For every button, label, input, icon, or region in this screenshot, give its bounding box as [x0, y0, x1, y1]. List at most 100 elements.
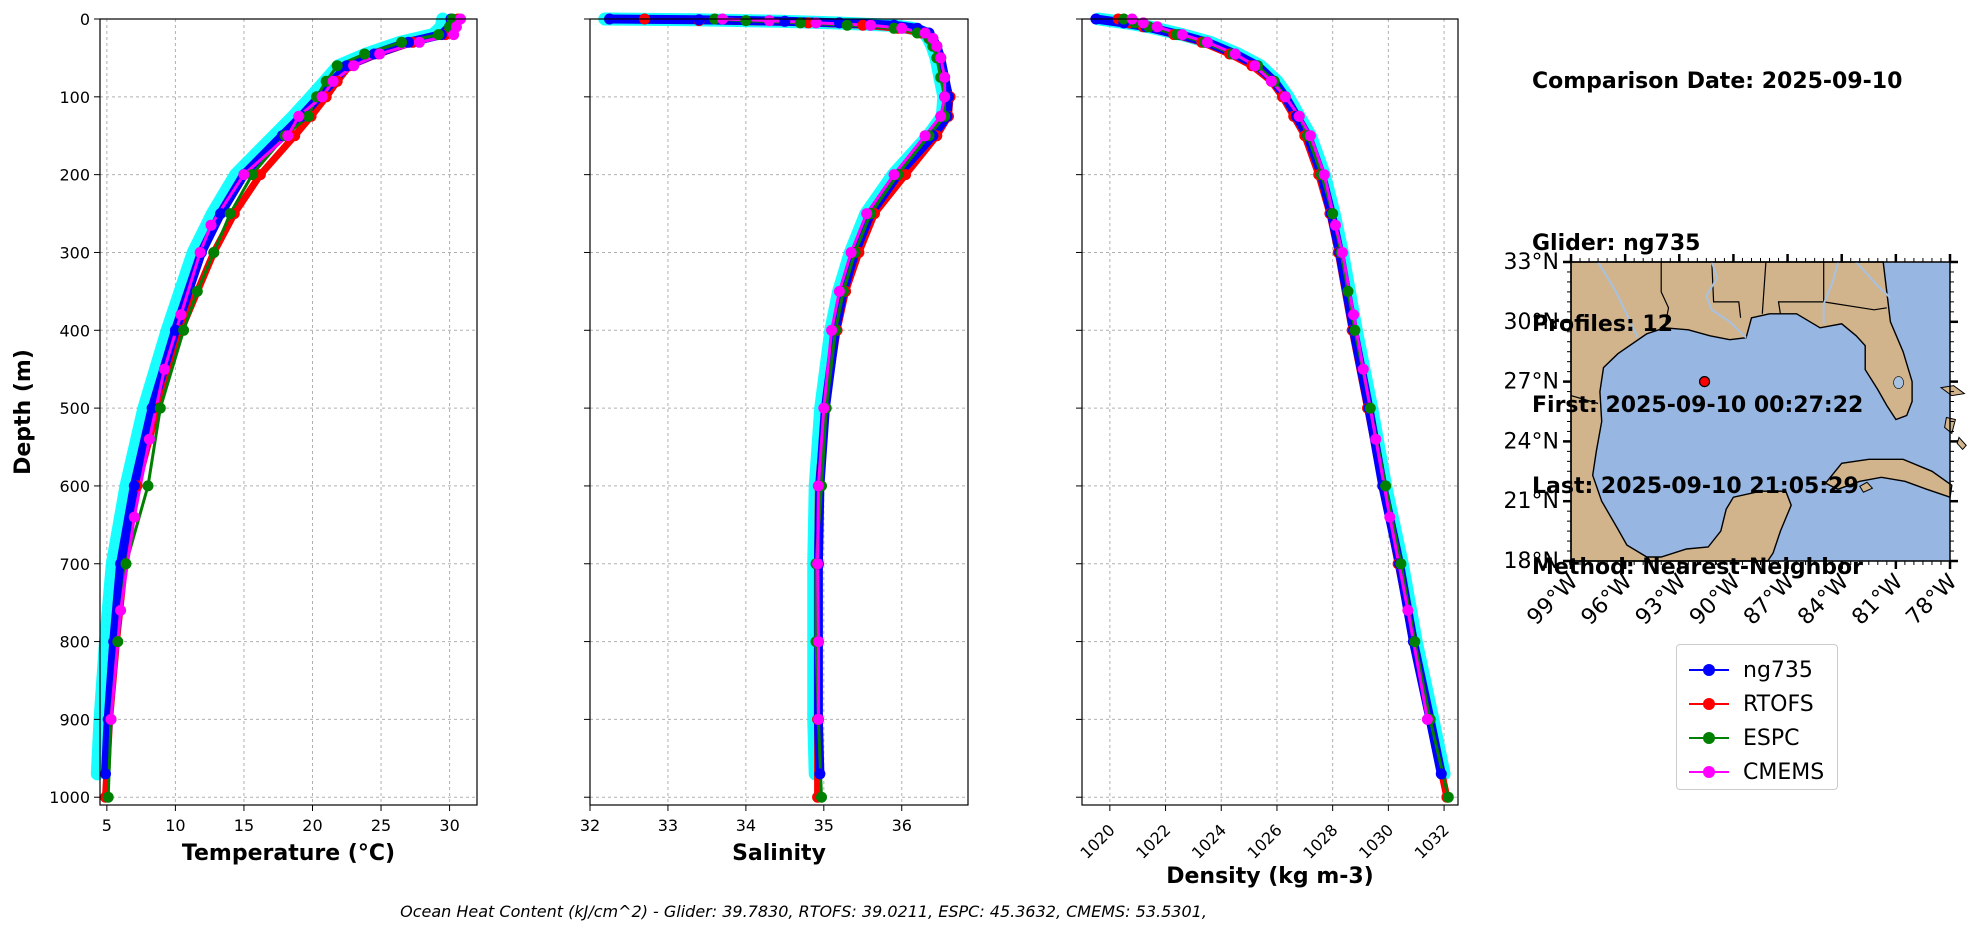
info-line-profiles: Profiles: 12 [1532, 312, 1674, 337]
data-point-espc [102, 791, 114, 803]
map-border [1761, 261, 1767, 314]
data-point-espc [154, 402, 166, 414]
map-border [1777, 262, 1825, 314]
map-glider-position [1698, 376, 1711, 388]
data-point-ng735 [128, 480, 140, 492]
data-point-cmems [448, 29, 460, 41]
x-axis-label: Salinity [732, 841, 826, 866]
data-point-cmems [175, 309, 187, 321]
data-point-cmems [143, 433, 155, 445]
y-tick-label: 600 [59, 477, 90, 496]
data-point-cmems [763, 15, 775, 27]
data-point-cmems [896, 22, 908, 34]
x-tick-label: 20 [302, 816, 322, 835]
data-point-cmems [205, 219, 217, 231]
info-line-first: First: 2025-09-10 00:27:22 [1532, 393, 1864, 418]
x-tick-label: 1026 [1244, 820, 1286, 862]
x-tick-label: 30 [439, 816, 459, 835]
data-point-rtofs [857, 19, 869, 31]
y-tick-label: 900 [59, 710, 90, 729]
x-tick-label: 10 [165, 816, 185, 835]
data-point-cmems [939, 91, 951, 103]
series-line-ng735 [1091, 14, 1446, 779]
x-tick-label: 1030 [1355, 820, 1397, 862]
data-point-cmems [935, 110, 947, 122]
data-point-cmems [1176, 29, 1188, 41]
y-tick-label: 800 [59, 633, 90, 652]
x-axis-label: Density (kg m-3) [1166, 864, 1374, 889]
data-point-cmems [1421, 713, 1433, 725]
data-point-cmems [865, 19, 877, 31]
data-point-cmems [1370, 433, 1382, 445]
data-point-cmems [812, 636, 824, 648]
x-tick-label: 1028 [1299, 820, 1341, 862]
x-tick-label: 5 [102, 816, 112, 835]
axes-frame [99, 18, 478, 806]
data-point-cmems [374, 48, 386, 60]
data-point-rtofs [802, 17, 814, 29]
series-line-ng735 [605, 14, 953, 779]
data-point-espc [1342, 285, 1354, 297]
data-point-espc [841, 19, 853, 31]
y-tick-label: 500 [59, 399, 90, 418]
data-point-cmems [238, 169, 250, 181]
map-lat-label: 24°N [1504, 429, 1559, 454]
data-point-cmems [888, 169, 900, 181]
data-point-cmems [1229, 48, 1241, 60]
data-point-espc [740, 15, 752, 27]
data-point-espc [208, 247, 220, 258]
x-tick-label: 33 [658, 816, 678, 835]
data-point-cmems [105, 713, 117, 725]
data-point-cmems [833, 285, 845, 297]
map-border [1570, 395, 1599, 405]
data-point-cmems [1249, 60, 1261, 72]
x-tick-label: 35 [814, 816, 834, 835]
data-point-espc [331, 60, 343, 72]
data-point-espc [1364, 402, 1376, 414]
comparison-info: Comparison Date: 2025-09-10 Glider: ng73… [1532, 14, 1902, 608]
data-point-espc [191, 285, 203, 297]
data-point-cmems [1137, 17, 1149, 29]
data-point-cmems [327, 75, 339, 87]
x-tick-label: 15 [234, 816, 254, 835]
data-point-cmems [1304, 130, 1316, 142]
axes-frame [589, 18, 969, 806]
data-point-cmems [1265, 75, 1277, 87]
series-line-profiles-envelope [90, 12, 450, 781]
y-tick-label: 0 [80, 10, 90, 29]
x-tick-label: 25 [371, 816, 391, 835]
data-point-cmems [194, 247, 206, 258]
data-point-ng735 [693, 14, 705, 26]
data-point-cmems [931, 40, 943, 52]
data-point-cmems [128, 511, 140, 523]
data-point-cmems [845, 247, 857, 258]
legend-label: RTOFS [1743, 691, 1814, 717]
data-point-espc [1409, 636, 1421, 648]
x-tick-label: 1020 [1076, 820, 1118, 862]
data-point-ng735 [215, 208, 227, 220]
legend-entry-rtofs: RTOFS [1677, 687, 1837, 721]
y-tick-label: 300 [59, 243, 90, 262]
legend-swatch-espc [1689, 728, 1729, 748]
legend-entry-cmems: CMEMS [1677, 755, 1837, 789]
series-line-profiles-envelope [1092, 12, 1451, 781]
legend-label: CMEMS [1743, 759, 1825, 785]
data-point-cmems [818, 402, 830, 414]
info-line-method: Method: Nearest-Neighbor [1532, 555, 1863, 580]
data-point-espc [396, 36, 408, 48]
data-point-cmems [1279, 91, 1291, 103]
data-point-espc [302, 110, 314, 122]
data-point-espc [1395, 558, 1407, 570]
data-point-cmems [1201, 36, 1213, 48]
map-lat-label: 33°N [1504, 250, 1559, 275]
data-point-cmems [812, 713, 824, 725]
data-point-cmems [1402, 604, 1414, 616]
data-point-cmems [1330, 219, 1341, 231]
y-tick-label: 700 [59, 555, 90, 574]
x-tick-label: 1032 [1411, 820, 1453, 862]
data-point-espc [1327, 208, 1339, 220]
map-border [1823, 301, 1887, 311]
data-point-espc [1442, 791, 1454, 803]
data-point-cmems [1293, 110, 1305, 122]
legend-swatch-rtofs [1689, 694, 1729, 714]
